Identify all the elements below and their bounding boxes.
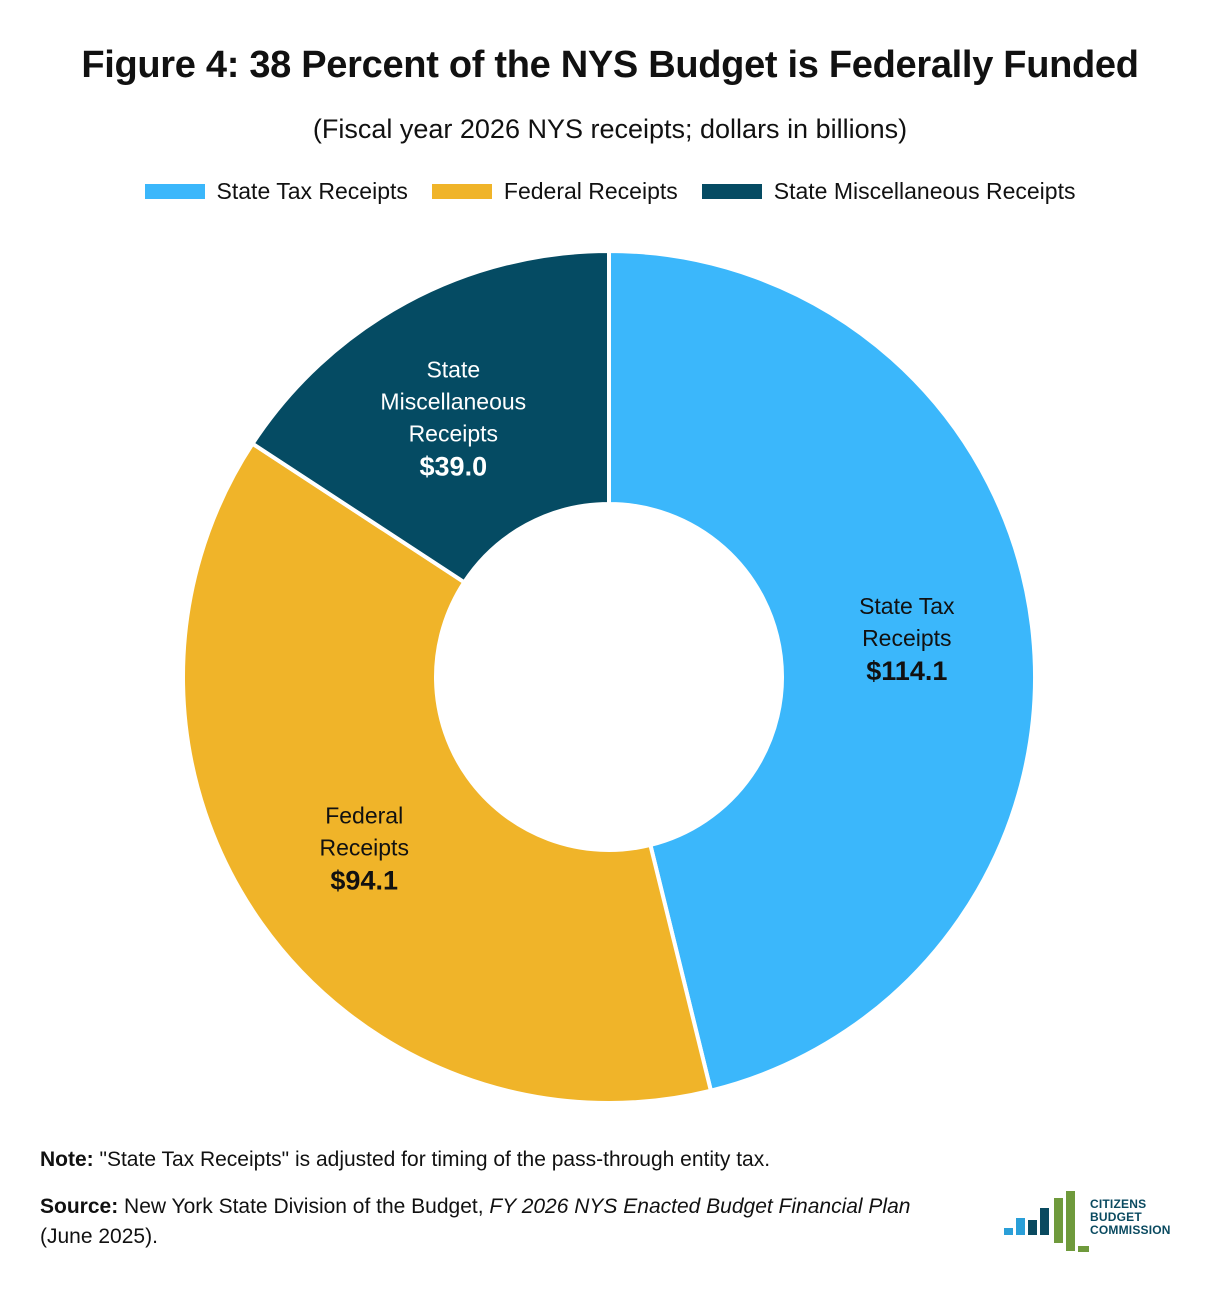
logo-text: CITIZENS BUDGET COMMISSION [1090,1198,1171,1237]
legend-label-state-tax: State Tax Receipts [216,178,408,204]
slice-value-federal-receipts: $94.1 [330,865,398,895]
note-text: "State Tax Receipts" is adjusted for tim… [93,1148,771,1171]
chart-subtitle: (Fiscal year 2026 NYS receipts; dollars … [312,114,908,144]
slice-label-state-tax-receipts-line-2: Receipts [862,625,951,651]
source-title: FY 2026 NYS Enacted Budget Financial Pla… [489,1195,911,1218]
legend-item-federal: Federal Receipts [431,178,678,205]
legend-swatch-federal [431,184,492,199]
slice-label-state-miscellaneous-receipts-line-1: State [426,357,480,383]
slice-value-state-tax-receipts: $114.1 [866,656,947,686]
note: Note: "State Tax Receipts" is adjusted f… [40,1148,770,1172]
source-text: New York State Division of the Budget, [118,1195,490,1218]
citizens-budget-commission-logo [1004,1191,1089,1252]
legend: State Tax Receipts Federal Receipts Stat… [0,178,1220,205]
logo-line-1: CITIZENS [1090,1197,1147,1211]
legend-swatch-state-misc [701,184,762,199]
slice-label-federal-receipts-line-2: Receipts [319,834,408,860]
logo-line-3: COMMISSION [1090,1223,1171,1237]
source-date: (June 2025). [40,1225,158,1248]
source-label: Source: [40,1195,119,1218]
slice-label-state-miscellaneous-receipts-line-3: Receipts [409,421,498,447]
legend-item-state-tax: State Tax Receipts [144,178,408,205]
legend-label-federal: Federal Receipts [503,178,678,204]
legend-swatch-state-tax [144,184,205,199]
legend-item-state-misc: State Miscellaneous Receipts [701,178,1076,205]
note-label: Note: [40,1148,94,1171]
source: Source: New York State Division of the B… [40,1192,960,1252]
chart-title: Figure 4: 38 Percent of the NYS Budget i… [81,44,1139,86]
slice-state-miscellaneous-receipts [249,248,611,586]
slice-label-state-miscellaneous-receipts-line-2: Miscellaneous [380,389,526,415]
slice-label-federal-receipts-line-1: Federal [325,802,403,828]
slice-value-state-miscellaneous-receipts: $39.0 [420,452,488,482]
slice-state-tax-receipts [607,248,1037,1094]
legend-label-state-misc: State Miscellaneous Receipts [773,178,1076,204]
logo-line-2: BUDGET [1090,1210,1142,1224]
slice-federal-receipts [181,440,714,1105]
slice-label-state-tax-receipts-line-1: State Tax [859,593,955,619]
